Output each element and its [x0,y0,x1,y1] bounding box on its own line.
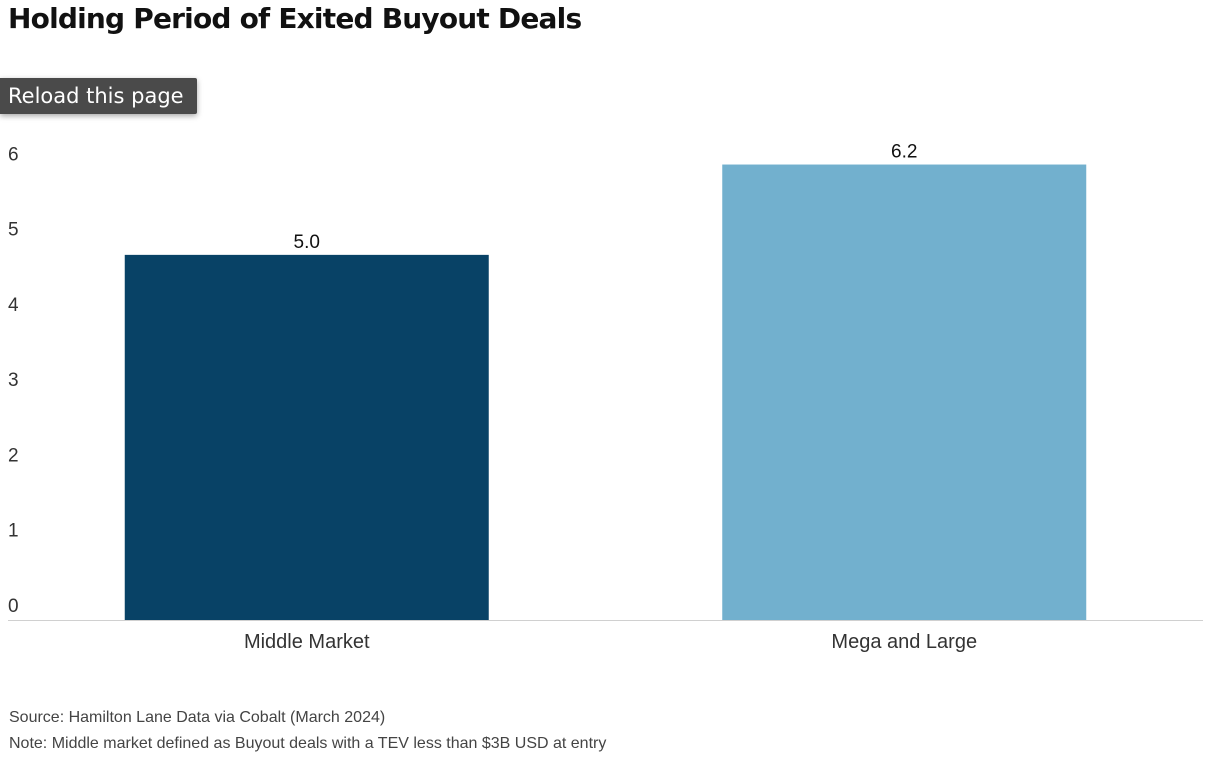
y-tick-label: 4 [8,295,19,316]
bar-value-label: 5.0 [294,232,320,253]
definition-note: Note: Middle market defined as Buyout de… [9,735,607,752]
reload-page-button[interactable]: Reload this page [0,78,197,114]
x-category-label: Middle Market [244,631,370,653]
x-axis: Middle Market Mega and Large [244,631,977,653]
y-axis: 0 1 2 3 4 5 6 [8,144,19,617]
y-tick-label: 1 [8,521,19,542]
source-note: Source: Hamilton Lane Data via Cobalt (M… [9,709,386,726]
y-tick-label: 5 [8,220,19,241]
bar [124,254,489,620]
bar-chart: 0 1 2 3 4 5 6 5.0 6.2 Middle Market Mega and Lar… [8,142,1203,653]
y-tick-label: 6 [8,144,19,165]
data-labels: 5.0 6.2 [294,142,918,253]
y-tick-label: 3 [8,370,19,391]
y-tick-label: 2 [8,445,19,466]
bar-series [124,164,1087,621]
bar [722,164,1087,621]
y-tick-label: 0 [8,596,19,617]
x-category-label: Mega and Large [831,631,977,653]
chart-title: Holding Period of Exited Buyout Deals [8,2,582,35]
bar-value-label: 6.2 [891,142,917,163]
